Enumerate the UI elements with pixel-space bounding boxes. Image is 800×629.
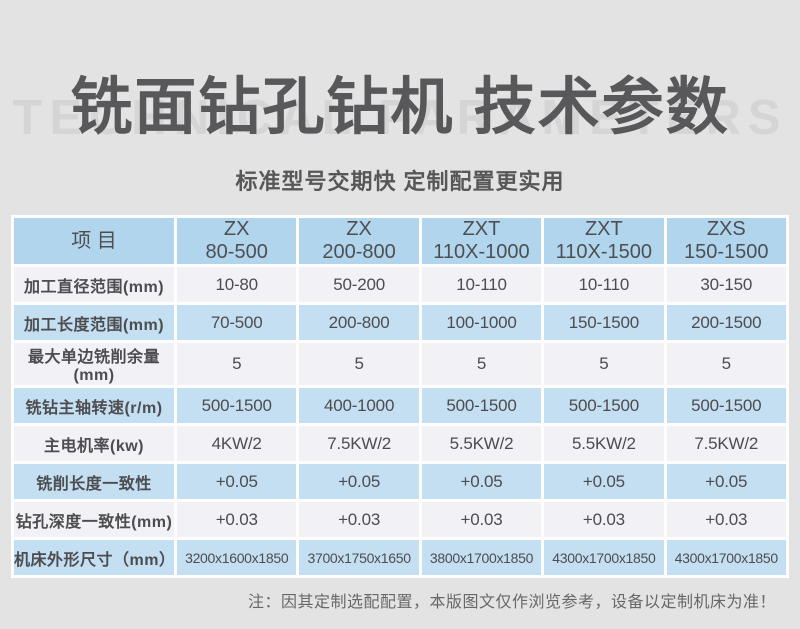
cell-value: 500-1500 [666, 388, 786, 423]
cell-value: +0.05 [299, 464, 419, 499]
cell-value: 500-1500 [421, 388, 542, 423]
header-section: TECHNICAL PARAMETERS 铣面钻孔钻机 技术参数 标准型号交期快… [0, 0, 800, 196]
model-size: 110X-1500 [555, 241, 653, 263]
model-size: 80-500 [205, 241, 268, 263]
cell-value: +0.05 [177, 464, 297, 499]
spec-table-body: 加工直径范围(mm) 10-80 50-200 10-110 10-110 30… [14, 267, 786, 575]
model-series: ZXT [462, 218, 501, 240]
row-label: 主电机率(kw) [14, 426, 174, 461]
cell-value: +0.03 [666, 502, 786, 537]
cell-value: +0.05 [421, 464, 542, 499]
row-label: 铣钻主轴转速(r/m) [14, 388, 174, 423]
cell-value: 4300x1700x1850 [666, 540, 786, 575]
cell-value: 5.5KW/2 [544, 426, 664, 461]
cell-value: 100-1000 [421, 305, 542, 340]
model-size: 150-1500 [684, 241, 769, 263]
cell-value: 10-110 [421, 267, 542, 302]
model-series: ZXS [706, 218, 746, 240]
model-series: ZX [346, 218, 372, 240]
cell-value: 400-1000 [299, 388, 419, 423]
model-series: ZXT [584, 218, 623, 240]
row-label: 铣削长度一致性 [14, 464, 174, 499]
column-header-model-4: ZXT 110X-1500 [544, 218, 664, 264]
spec-table: 项 目 ZX 80-500 ZX 200-800 ZXT 110X-1000 Z… [11, 215, 789, 578]
cell-value: 5.5KW/2 [421, 426, 542, 461]
column-header-item: 项 目 [14, 218, 174, 264]
footnote: 注：因其定制选配配置，本版图文仅作浏览参考，设备以定制机床为准！ [247, 594, 776, 611]
page-subtitle: 标准型号交期快 定制配置更实用 [235, 169, 565, 194]
row-label: 机床外形尺寸（mm） [14, 540, 175, 575]
cell-value: 5 [421, 343, 542, 385]
row-label: 钻孔深度一致性(mm) [14, 502, 174, 537]
cell-value: 10-80 [177, 267, 297, 302]
cell-value: 5 [544, 343, 664, 385]
table-row-main-motor-power: 主电机率(kw) 4KW/2 7.5KW/2 5.5KW/2 5.5KW/2 7… [14, 426, 786, 461]
cell-value: 4KW/2 [177, 426, 297, 461]
watermark-text: TECHNICAL PARAMETERS [12, 91, 788, 145]
spec-table-header: 项 目 ZX 80-500 ZX 200-800 ZXT 110X-1000 Z… [14, 218, 786, 264]
column-header-model-3: ZXT 110X-1000 [421, 218, 542, 264]
cell-value: 500-1500 [177, 388, 297, 423]
row-label: 最大单边铣削余量(mm) [14, 343, 174, 385]
model-size: 110X-1000 [433, 241, 530, 263]
cell-value: 4300x1700x1850 [544, 540, 664, 575]
table-row-machining-diameter: 加工直径范围(mm) 10-80 50-200 10-110 10-110 30… [14, 267, 786, 302]
row-label: 加工直径范围(mm) [14, 267, 174, 302]
cell-value: 50-200 [299, 267, 419, 302]
cell-value: 70-500 [177, 305, 297, 340]
cell-value: 10-110 [544, 267, 664, 302]
column-header-model-2: ZX 200-800 [299, 218, 419, 264]
column-header-model-5: ZXS 150-1500 [666, 218, 786, 264]
cell-value: 3800x1700x1850 [421, 540, 542, 575]
cell-value: 150-1500 [544, 305, 664, 340]
cell-value: 3700x1750x1650 [299, 540, 419, 575]
column-header-model-1: ZX 80-500 [177, 218, 297, 264]
table-row-max-milling-allowance: 最大单边铣削余量(mm) 5 5 5 5 5 [14, 343, 786, 385]
page-title: 铣面钻孔钻机 技术参数 [70, 73, 730, 142]
cell-value: 500-1500 [544, 388, 664, 423]
table-row-drilling-depth-consistency: 钻孔深度一致性(mm) +0.03 +0.03 +0.03 +0.03 +0.0… [14, 502, 786, 537]
cell-value: +0.03 [421, 502, 542, 537]
table-row-spindle-speed: 铣钻主轴转速(r/m) 500-1500 400-1000 500-1500 5… [14, 388, 786, 423]
cell-value: +0.03 [299, 502, 419, 537]
cell-value: 5 [666, 343, 786, 385]
cell-value: 200-1500 [666, 305, 786, 340]
cell-value: +0.03 [177, 502, 297, 537]
model-size: 200-800 [322, 241, 396, 263]
header-row: 项 目 ZX 80-500 ZX 200-800 ZXT 110X-1000 Z… [14, 218, 786, 264]
cell-value: 5 [299, 343, 419, 385]
cell-value: +0.05 [666, 464, 786, 499]
cell-value: +0.03 [544, 502, 664, 537]
column-header-label: 项 目 [71, 229, 117, 252]
table-row-machine-dimensions: 机床外形尺寸（mm） 3200x1600x1850 3700x1750x1650… [14, 540, 786, 575]
table-row-milling-length-consistency: 铣削长度一致性 +0.05 +0.05 +0.05 +0.05 +0.05 [14, 464, 786, 499]
cell-value: 30-150 [666, 267, 786, 302]
cell-value: 7.5KW/2 [666, 426, 786, 461]
cell-value: 5 [177, 343, 297, 385]
cell-value: 7.5KW/2 [299, 426, 419, 461]
table-row-machining-length: 加工长度范围(mm) 70-500 200-800 100-1000 150-1… [14, 305, 786, 340]
cell-value: 200-800 [299, 305, 419, 340]
model-series: ZX [223, 218, 250, 240]
cell-value: +0.05 [544, 464, 664, 499]
cell-value: 3200x1600x1850 [177, 540, 297, 575]
row-label: 加工长度范围(mm) [14, 305, 174, 340]
